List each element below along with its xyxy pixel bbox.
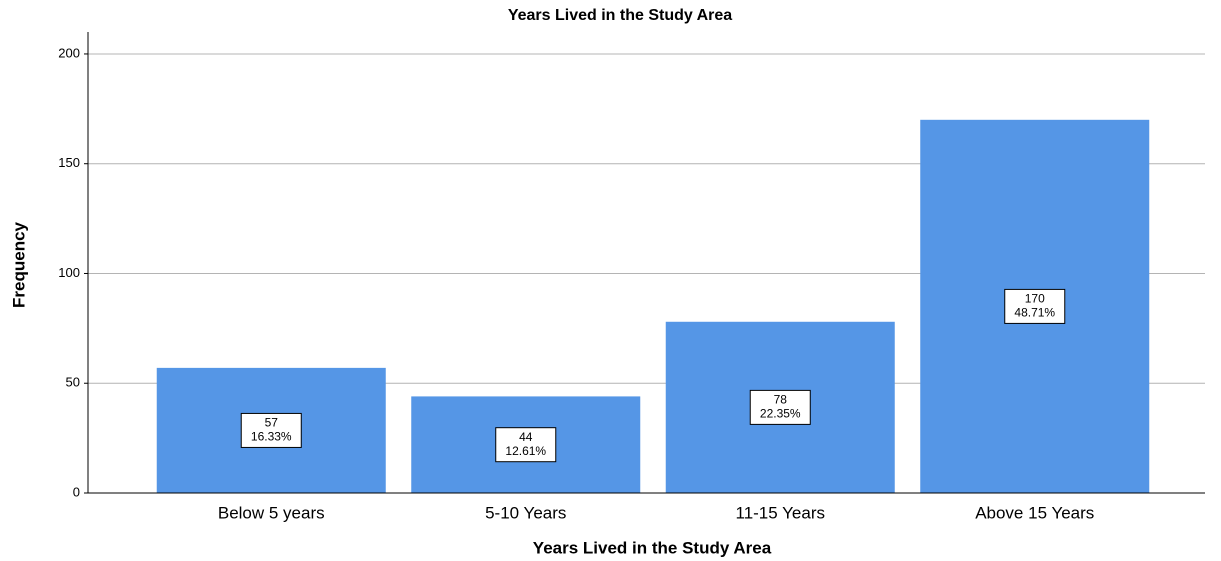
chart-title: Years Lived in the Study Area — [508, 7, 732, 24]
x-tick-label: 11-15 Years — [736, 503, 825, 522]
percent-label: 22.35% — [760, 407, 801, 421]
y-tick-label: 100 — [58, 265, 80, 280]
x-tick-label: Above 15 Years — [975, 503, 1094, 522]
value-label: 44 — [519, 430, 533, 444]
x-tick-label: 5-10 Years — [485, 503, 566, 522]
y-tick-label: 0 — [73, 484, 80, 499]
y-tick-label: 50 — [66, 375, 80, 390]
y-tick-label: 200 — [58, 45, 80, 60]
x-axis-title: Years Lived in the Study Area — [533, 538, 772, 557]
y-axis-title: Frequency — [9, 221, 28, 308]
value-label: 57 — [265, 416, 279, 430]
percent-label: 12.61% — [505, 444, 546, 458]
percent-label: 16.33% — [251, 430, 292, 444]
value-label-box — [1004, 288, 1066, 324]
value-label-box — [749, 389, 811, 425]
y-tick-label: 150 — [58, 155, 80, 170]
percent-label: 48.71% — [1014, 306, 1055, 320]
x-tick-label: Below 5 years — [218, 503, 325, 522]
value-label-box — [495, 427, 557, 463]
value-label: 78 — [774, 393, 788, 407]
value-label-box — [240, 412, 302, 448]
value-label: 170 — [1025, 292, 1045, 306]
